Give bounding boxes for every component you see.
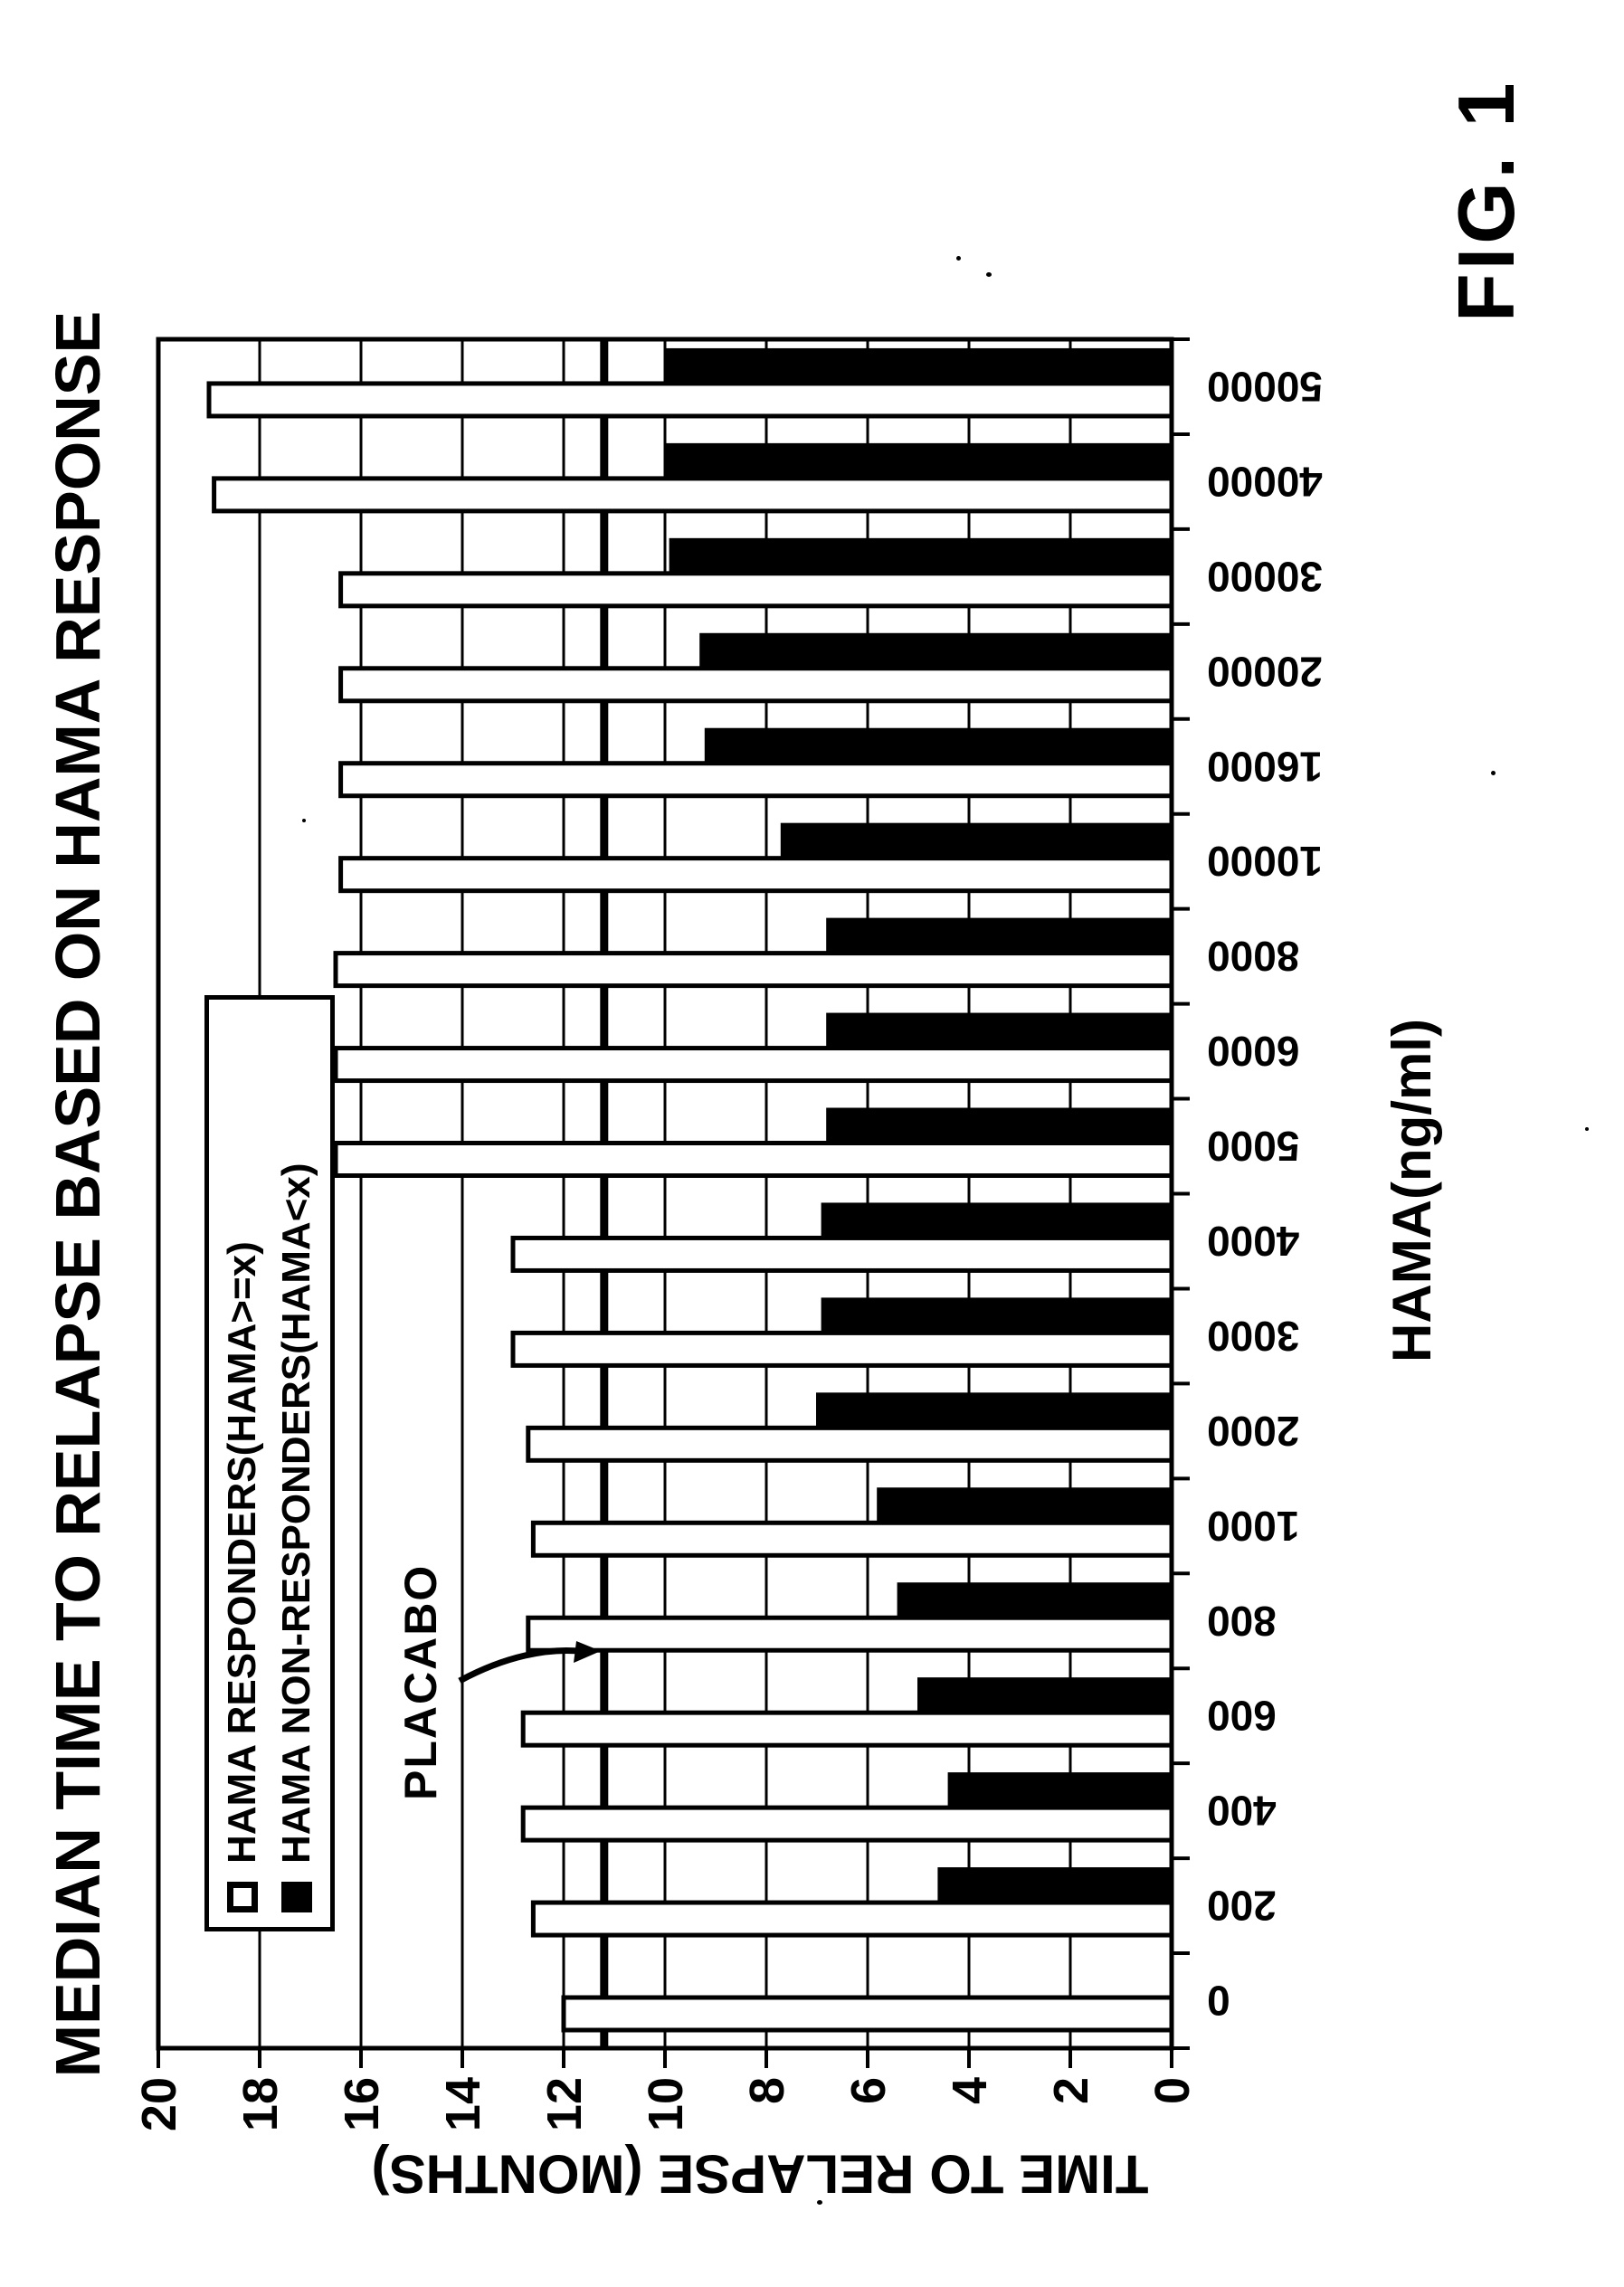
bar-responders-40000 <box>212 476 1174 514</box>
category-label-200: 200 <box>1207 1883 1277 1930</box>
month-tick-label-4: 4 <box>943 2077 997 2104</box>
placabo-arrowhead-icon <box>574 1641 601 1663</box>
bar-responders-10000 <box>338 856 1174 894</box>
month-tick-label-12: 12 <box>537 2077 592 2131</box>
bar-non-responders-3000 <box>821 1297 1173 1333</box>
filled-square-icon <box>280 1882 312 1912</box>
month-tick-label-8: 8 <box>740 2077 794 2104</box>
bar-non-responders-800 <box>897 1582 1173 1618</box>
scan-speck <box>302 819 306 822</box>
scan-speck <box>956 256 961 261</box>
y-axis-title: TIME TO RELAPSE (MONTHS) <box>371 2143 1149 2205</box>
scan-speck <box>81 1077 86 1081</box>
bar-non-responders-6000 <box>826 1012 1173 1048</box>
category-label-800: 800 <box>1207 1598 1277 1645</box>
legend-item-non-responders: HAMA NON-RESPONDERS(HAMA<x) <box>271 1000 322 1912</box>
month-tick-label-0: 0 <box>1145 2077 1200 2104</box>
category-label-1000: 1000 <box>1207 1503 1299 1550</box>
figure-label: FIG. 1 <box>1441 79 1531 323</box>
bar-non-responders-40000 <box>664 442 1173 478</box>
bar-non-responders-8000 <box>826 917 1173 953</box>
category-label-50000: 50000 <box>1207 363 1323 410</box>
bar-non-responders-4000 <box>821 1202 1173 1238</box>
month-tick-label-16: 16 <box>335 2077 389 2131</box>
category-label-30000: 30000 <box>1207 553 1323 600</box>
bar-non-responders-600 <box>917 1677 1173 1713</box>
category-label-600: 600 <box>1207 1693 1277 1740</box>
bars <box>206 347 1174 2033</box>
category-label-6000: 6000 <box>1207 1028 1299 1075</box>
bar-responders-4000 <box>510 1235 1174 1273</box>
open-square-icon <box>227 1882 259 1912</box>
scan-speck <box>986 272 992 277</box>
placabo-arrow <box>458 1646 587 1684</box>
bar-non-responders-1000 <box>877 1487 1173 1523</box>
bar-non-responders-5000 <box>826 1107 1173 1143</box>
category-label-16000: 16000 <box>1207 743 1323 790</box>
bar-responders-20000 <box>338 666 1174 704</box>
category-label-8000: 8000 <box>1207 933 1299 980</box>
scan-speck <box>817 2200 822 2205</box>
month-tick-label-10: 10 <box>639 2077 693 2131</box>
legend-box: HAMA RESPONDERS(HAMA>=x) HAMA NON-RESPON… <box>204 995 335 1931</box>
bar-non-responders-200 <box>937 1867 1173 1903</box>
bar-non-responders-400 <box>947 1772 1173 1808</box>
bar-responders-16000 <box>338 761 1174 799</box>
bar-responders-1000 <box>530 1520 1174 1558</box>
bar-non-responders-20000 <box>699 632 1173 668</box>
legend-label-non-responders: HAMA NON-RESPONDERS(HAMA<x) <box>273 1162 318 1864</box>
month-tick-label-20: 20 <box>132 2077 186 2131</box>
month-tick-label-6: 6 <box>841 2077 896 2104</box>
bar-non-responders-50000 <box>664 347 1173 383</box>
bar-responders-2000 <box>526 1425 1174 1463</box>
bar-non-responders-10000 <box>780 822 1173 858</box>
category-label-4000: 4000 <box>1207 1218 1299 1265</box>
scan-speck <box>1491 771 1496 775</box>
category-label-40000: 40000 <box>1207 458 1323 505</box>
bar-responders-0 <box>561 1995 1174 2033</box>
category-label-2000: 2000 <box>1207 1408 1299 1455</box>
bar-non-responders-2000 <box>816 1392 1173 1428</box>
category-label-3000: 3000 <box>1207 1313 1299 1360</box>
month-tick-label-18: 18 <box>233 2077 288 2131</box>
x-axis-title: HAMA(ng/ml) <box>1382 1019 1442 1362</box>
bar-responders-400 <box>520 1805 1174 1843</box>
category-label-20000: 20000 <box>1207 648 1323 695</box>
bar-responders-6000 <box>333 1046 1174 1084</box>
bar-responders-30000 <box>338 571 1174 609</box>
placabo-annotation: PLACABO <box>395 1563 446 1800</box>
month-tick-label-2: 2 <box>1044 2077 1098 2104</box>
category-label-400: 400 <box>1207 1788 1277 1835</box>
bar-responders-8000 <box>333 951 1174 989</box>
bar-non-responders-16000 <box>704 727 1173 763</box>
axis-ticks-and-labels: 20 18 16 14 12 10 8 6 4 2 002004006008001000200030… <box>132 337 1323 2131</box>
bar-responders-800 <box>526 1615 1174 1653</box>
category-label-10000: 10000 <box>1207 838 1323 885</box>
legend-item-responders: HAMA RESPONDERS(HAMA>=x) <box>217 1000 268 1912</box>
bar-responders-5000 <box>333 1141 1174 1178</box>
bar-responders-600 <box>520 1710 1174 1748</box>
month-tick-label-14: 14 <box>436 2077 490 2131</box>
bar-responders-3000 <box>510 1330 1174 1368</box>
scan-speck <box>1585 1127 1589 1131</box>
category-label-0: 0 <box>1207 1978 1230 2025</box>
bar-non-responders-30000 <box>669 537 1173 573</box>
bar-responders-200 <box>530 1900 1174 1938</box>
legend-label-responders: HAMA RESPONDERS(HAMA>=x) <box>220 1241 265 1864</box>
category-label-5000: 5000 <box>1207 1123 1299 1170</box>
bar-responders-50000 <box>206 381 1174 419</box>
